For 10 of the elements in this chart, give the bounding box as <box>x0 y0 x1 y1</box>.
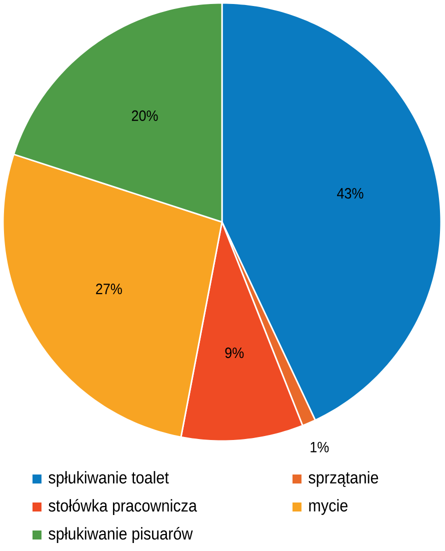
legend-label: spłukiwanie pisuarów <box>48 526 193 544</box>
legend-label: mycie <box>309 499 348 515</box>
data-label: 1% <box>310 442 329 452</box>
data-label: 27% <box>96 284 122 294</box>
legend-label: stołówka pracownicza <box>48 498 197 516</box>
data-label: 43% <box>337 188 364 199</box>
legend-label: spłukiwanie toalet <box>48 471 169 487</box>
legend-label: sprzątanie <box>308 471 378 487</box>
data-label: 20% <box>132 110 158 121</box>
data-label: 9% <box>225 347 244 358</box>
